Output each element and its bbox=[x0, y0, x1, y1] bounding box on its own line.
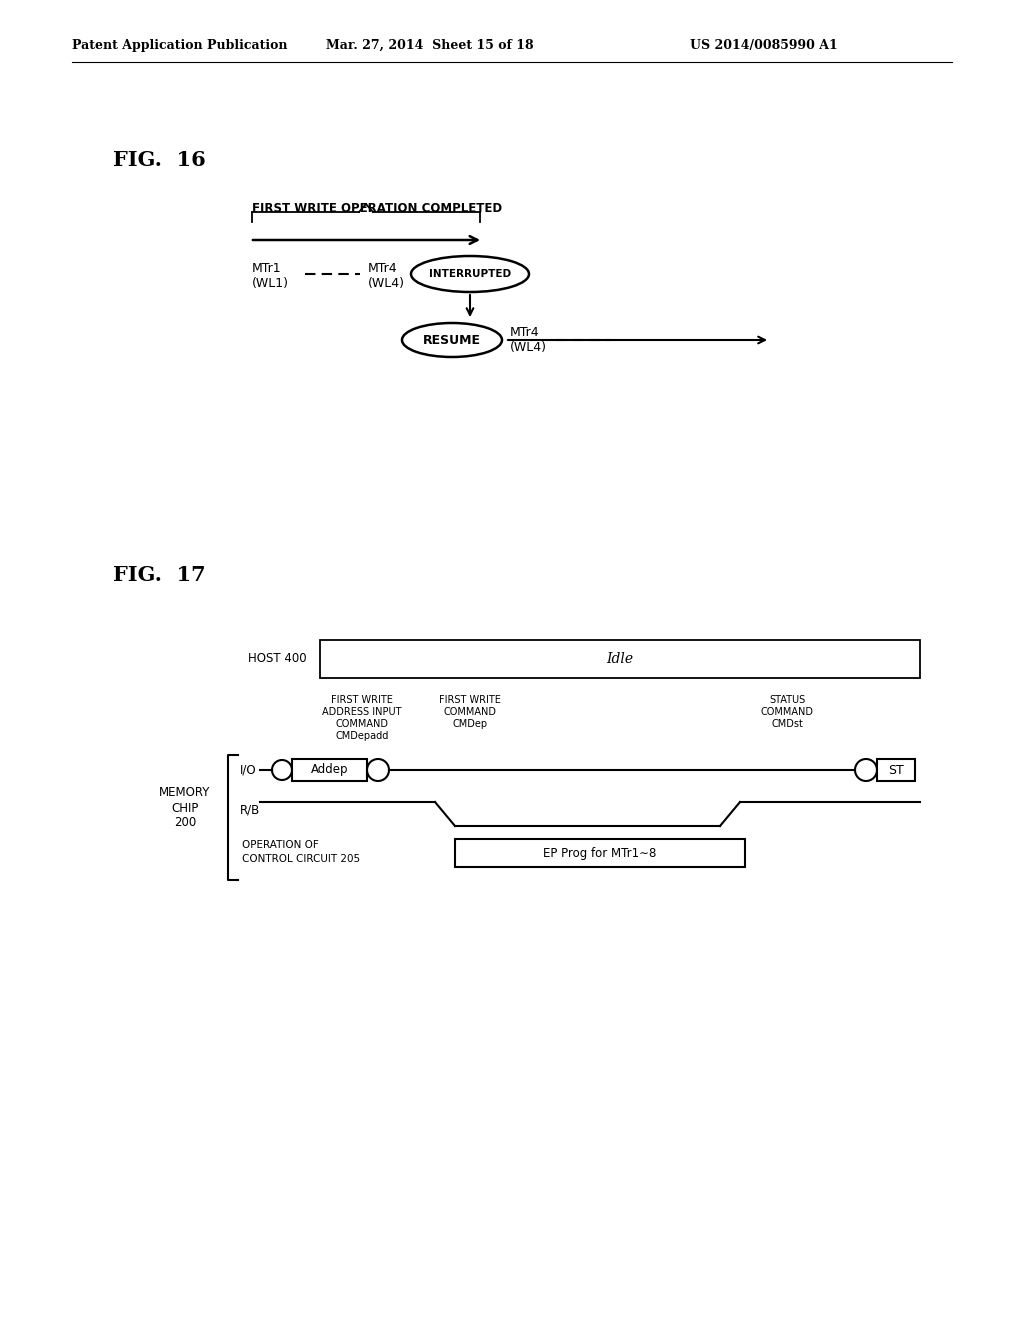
Text: CHIP: CHIP bbox=[171, 801, 199, 814]
Text: OPERATION OF: OPERATION OF bbox=[242, 840, 318, 850]
Text: Idle: Idle bbox=[606, 652, 634, 667]
Text: 200: 200 bbox=[174, 817, 197, 829]
Text: I/O: I/O bbox=[240, 763, 257, 776]
Text: CMDep: CMDep bbox=[453, 719, 487, 729]
Text: MEMORY: MEMORY bbox=[160, 787, 211, 800]
Text: Addep: Addep bbox=[310, 763, 348, 776]
Text: R/B: R/B bbox=[240, 804, 260, 817]
Text: STATUS: STATUS bbox=[769, 696, 805, 705]
Text: Patent Application Publication: Patent Application Publication bbox=[72, 38, 288, 51]
Text: CONTROL CIRCUIT 205: CONTROL CIRCUIT 205 bbox=[242, 854, 360, 865]
Text: MTr1: MTr1 bbox=[252, 261, 282, 275]
Text: FIRST WRITE OPERATION COMPLETED: FIRST WRITE OPERATION COMPLETED bbox=[252, 202, 502, 214]
Text: (WL4): (WL4) bbox=[368, 277, 406, 290]
Text: COMMAND: COMMAND bbox=[336, 719, 388, 729]
Text: Mar. 27, 2014  Sheet 15 of 18: Mar. 27, 2014 Sheet 15 of 18 bbox=[327, 38, 534, 51]
Text: INTERRUPTED: INTERRUPTED bbox=[429, 269, 511, 279]
Text: MTr4: MTr4 bbox=[510, 326, 540, 338]
Text: FIRST WRITE: FIRST WRITE bbox=[439, 696, 501, 705]
Text: US 2014/0085990 A1: US 2014/0085990 A1 bbox=[690, 38, 838, 51]
Text: (WL4): (WL4) bbox=[510, 342, 547, 355]
Text: MTr4: MTr4 bbox=[368, 261, 397, 275]
Text: FIRST WRITE: FIRST WRITE bbox=[331, 696, 393, 705]
Text: COMMAND: COMMAND bbox=[761, 708, 813, 717]
Text: FIG.  17: FIG. 17 bbox=[113, 565, 206, 585]
Text: (WL1): (WL1) bbox=[252, 277, 289, 290]
Text: FIG.  16: FIG. 16 bbox=[113, 150, 206, 170]
Bar bbox=[455, 840, 745, 867]
Text: EP Prog for MTr1∼8: EP Prog for MTr1∼8 bbox=[544, 846, 656, 859]
Text: HOST 400: HOST 400 bbox=[248, 652, 306, 665]
Text: ADDRESS INPUT: ADDRESS INPUT bbox=[323, 708, 401, 717]
Text: ST: ST bbox=[888, 763, 904, 776]
Text: RESUME: RESUME bbox=[423, 334, 481, 346]
Bar bbox=[319, 640, 920, 678]
Text: CMDepadd: CMDepadd bbox=[335, 731, 389, 741]
Bar bbox=[877, 759, 915, 781]
Text: COMMAND: COMMAND bbox=[443, 708, 497, 717]
Text: CMDst: CMDst bbox=[771, 719, 803, 729]
Bar bbox=[292, 759, 367, 781]
